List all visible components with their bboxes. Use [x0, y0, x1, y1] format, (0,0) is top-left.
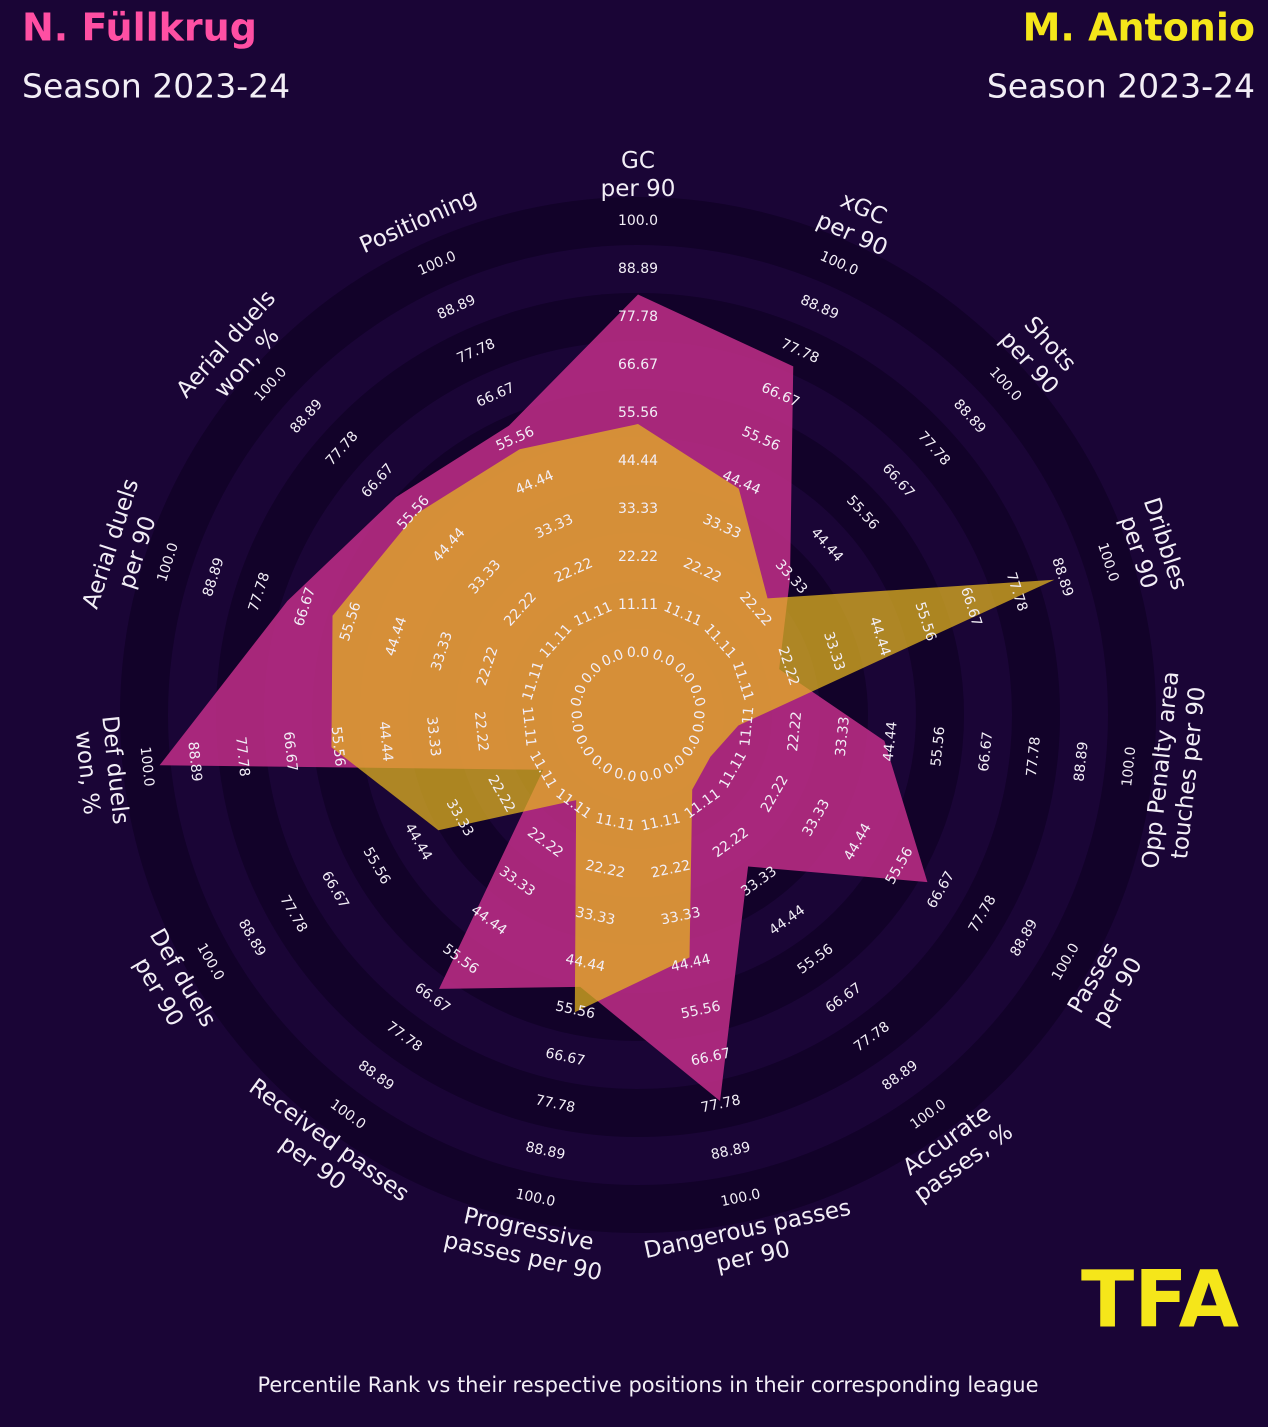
player-2-season: Season 2023-24: [987, 67, 1255, 106]
polygons: [159, 294, 1055, 1102]
player-1-season: Season 2023-24: [22, 67, 290, 106]
r-tick-label: 55.56: [328, 726, 348, 768]
axis-label: GC per 90: [601, 148, 676, 202]
r-tick-label: 44.44: [881, 721, 901, 763]
r-tick-label: 22.22: [471, 711, 491, 753]
r-tick-label: 77.78: [618, 309, 658, 325]
r-tick-label: 44.44: [618, 453, 658, 469]
r-tick-label: 11.11: [519, 706, 539, 748]
r-tick-label: 0.0: [568, 683, 590, 709]
r-tick-label: 88.89: [184, 741, 204, 783]
r-tick-label: 11.11: [618, 597, 658, 613]
r-tick-label: 0.0: [691, 710, 709, 734]
r-tick-label: 0.0: [613, 766, 638, 786]
r-tick-label: 100.0: [1119, 746, 1139, 788]
r-tick-label: 100.0: [618, 213, 658, 229]
r-tick-label: 77.78: [1024, 736, 1044, 778]
r-tick-label: 88.89: [1072, 741, 1092, 783]
r-tick-label: 55.56: [618, 405, 658, 421]
r-tick-label: 66.67: [280, 731, 300, 773]
r-tick-label: 22.22: [785, 711, 805, 753]
player-1-name: N. Füllkrug: [22, 6, 257, 50]
r-tick-label: 33.33: [833, 716, 853, 758]
r-tick-label: 33.33: [423, 716, 443, 758]
series-area: [331, 424, 1055, 1013]
r-tick-label: 66.67: [976, 731, 996, 773]
logo: TFA: [1081, 1255, 1239, 1345]
r-tick-label: 33.33: [618, 501, 658, 517]
axis-label: Def duelswon, %: [69, 714, 134, 828]
r-tick-label: 66.67: [618, 357, 658, 373]
r-tick-label: 22.22: [618, 549, 658, 565]
r-tick-label: 11.11: [737, 706, 757, 748]
r-tick-label: 88.89: [618, 261, 658, 277]
r-tick-label: 0.0: [638, 766, 663, 786]
r-tick-label: 0.0: [627, 645, 649, 661]
caption: Percentile Rank vs their respective posi…: [257, 1373, 1038, 1397]
r-tick-label: 0.0: [686, 683, 708, 709]
r-tick-label: 44.44: [375, 721, 395, 763]
r-tick-label: 0.0: [567, 710, 585, 734]
r-tick-label: 100.0: [137, 746, 157, 788]
r-tick-label: 55.56: [928, 726, 948, 768]
player-2-name: M. Antonio: [1023, 6, 1255, 50]
r-tick-label: 77.78: [232, 736, 252, 778]
